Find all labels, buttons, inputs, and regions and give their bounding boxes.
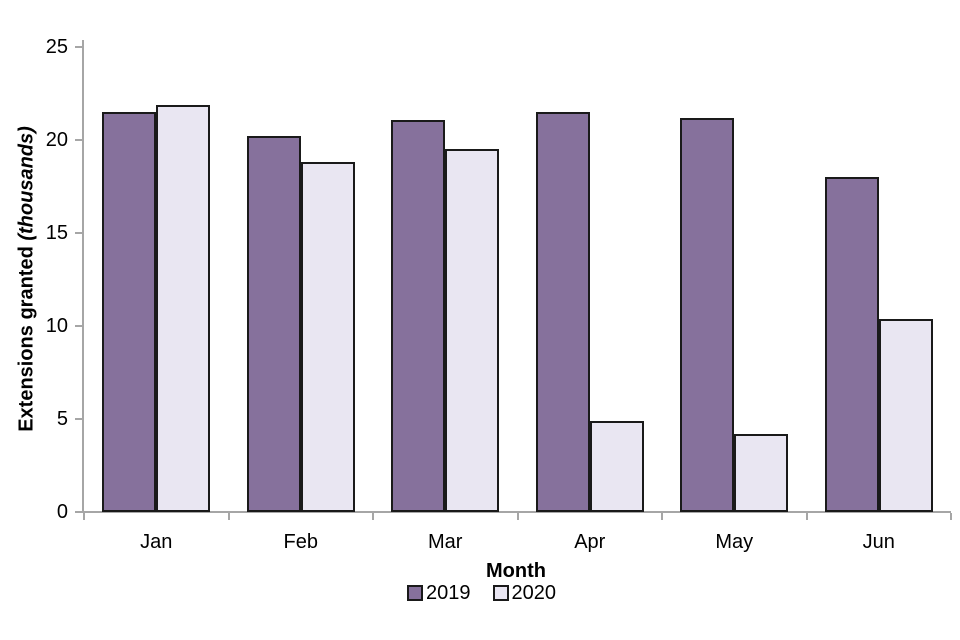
bar-2020-mar [445,149,500,512]
x-tick-0 [83,513,85,520]
x-axis-title: Month [486,560,546,582]
legend-label-2020: 2020 [511,582,557,604]
x-tick-2 [372,513,374,520]
bar-2019-jan [102,112,157,512]
bar-2020-may [734,433,789,512]
y-tick-label-15: 15 [45,222,68,244]
x-tick-3 [516,513,519,520]
x-tick-1 [227,513,230,520]
y-axis-line [82,40,84,513]
legend: 2019 2020 [407,583,556,603]
y-tick-label-0: 0 [56,501,68,523]
x-tick-label-feb: Feb [283,531,318,553]
bar-2019-may [680,117,735,512]
x-tick-5 [805,513,808,520]
y-tick-20 [75,139,84,141]
bar-2020-jan [156,104,211,512]
x-tick-label-jan: Jan [140,531,173,553]
x-axis-line [76,511,951,513]
x-tick-label-jun: Jun [862,531,895,553]
y-tick-label-20: 20 [45,129,68,151]
x-tick-label-apr: Apr [574,531,606,553]
x-tick-label-may: May [715,531,754,553]
y-tick-label-5: 5 [56,408,68,430]
legend-item-2020: 2020 [492,582,557,604]
bar-2020-apr [589,420,644,512]
bar-2020-feb [300,162,355,512]
legend-swatch-2019 [407,585,423,601]
legend-swatch-2020 [492,585,509,601]
y-axis-title: Extensions granted (thousands) [16,47,42,512]
legend-item-2019: 2019 [407,583,471,603]
x-tick-6 [950,513,952,520]
bar-2019-mar [391,119,446,512]
y-tick-0 [75,511,84,513]
x-tick-label-mar: Mar [428,531,463,553]
y-tick-label-25: 25 [45,36,68,58]
legend-label-2019: 2019 [426,582,471,604]
y-tick-25 [75,46,84,48]
bar-2019-feb [246,136,301,512]
bar-2019-jun [824,177,879,512]
x-tick-4 [661,513,663,520]
bar-2020-jun [878,318,933,512]
y-tick-10 [75,325,84,327]
bar-2019-apr [535,112,590,512]
y-tick-5 [75,418,84,420]
y-tick-15 [75,232,84,234]
y-tick-label-10: 10 [45,315,68,337]
